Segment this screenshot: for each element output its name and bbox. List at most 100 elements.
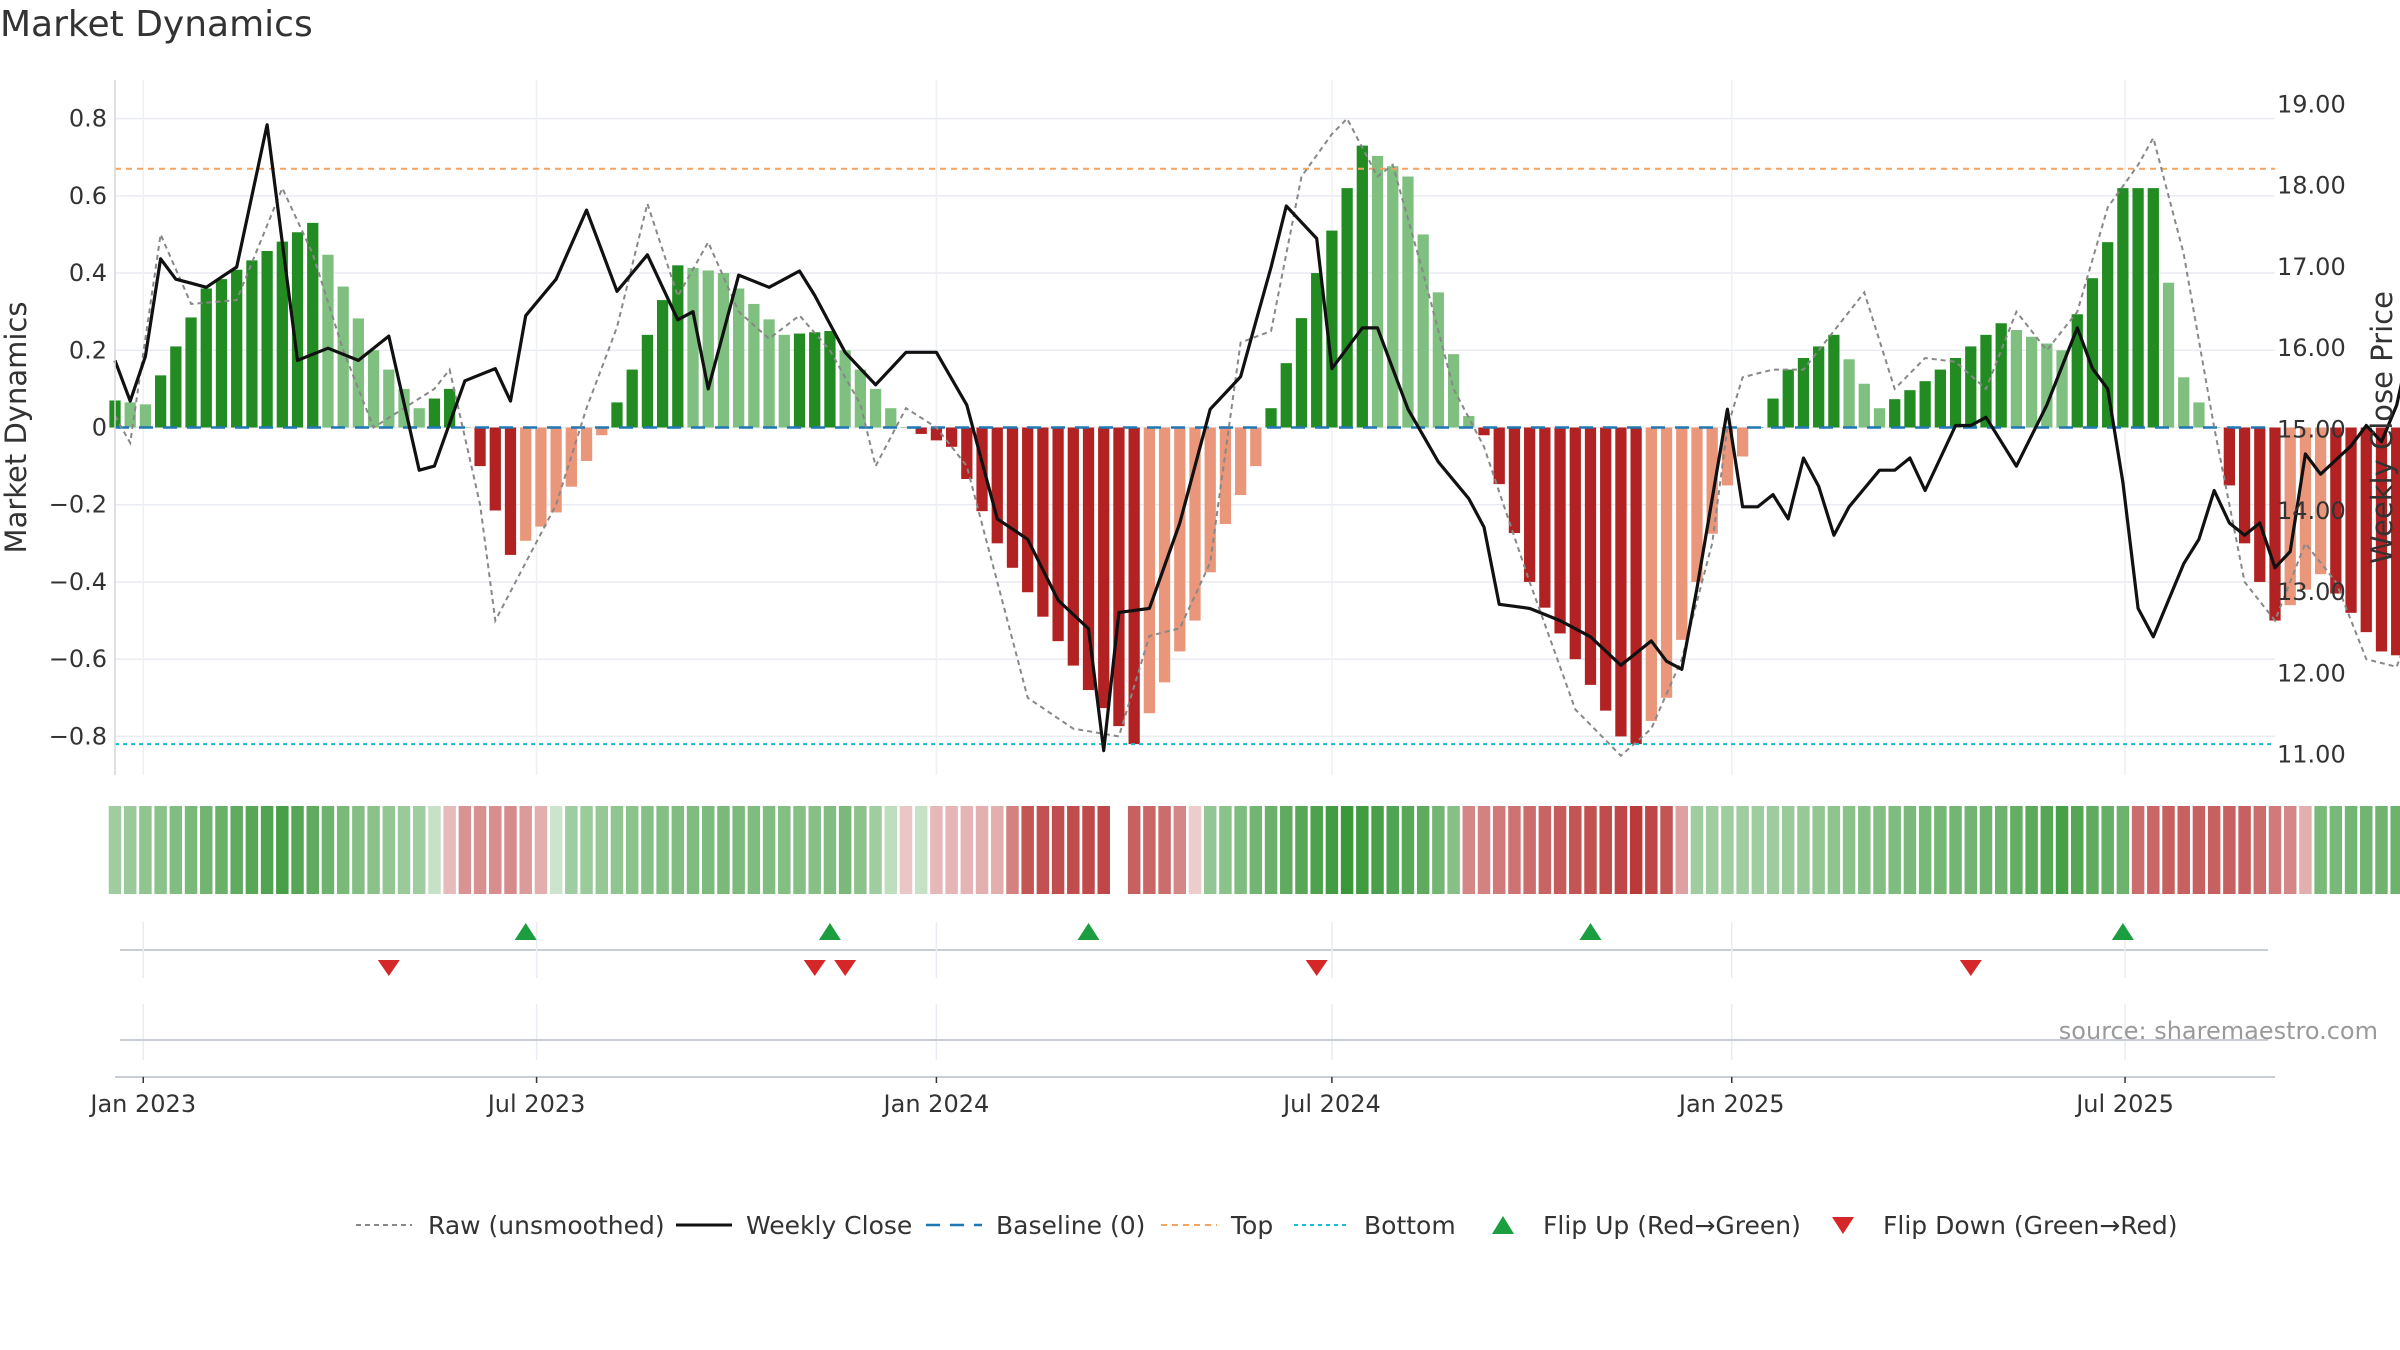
strip-cell (1569, 806, 1582, 894)
y2-tick-label: 17.00 (2277, 253, 2346, 281)
dynamics-bar (383, 369, 395, 428)
flip-marker-panel (120, 922, 2268, 978)
dynamics-bar (641, 334, 654, 428)
weekly-close-line (113, 123, 2400, 753)
legend-label: Flip Down (Green→Red) (1883, 1211, 2178, 1240)
strip-cell (565, 806, 578, 894)
dynamics-bar (1995, 323, 2007, 428)
strip-cell (960, 806, 974, 894)
strip-cell (336, 806, 350, 894)
dynamics-bar (231, 269, 243, 428)
dynamics-bar (352, 318, 365, 428)
dynamics-bar (1630, 427, 1642, 745)
legend-label: Bottom (1364, 1211, 1456, 1240)
dynamics-bar (474, 427, 486, 467)
dynamics-bar (1524, 427, 1536, 582)
dynamics-bar (1949, 358, 1962, 428)
strip-cell (1918, 806, 1932, 894)
empty-bottom-panel (115, 1004, 2275, 1078)
dynamics-bar (1919, 381, 1931, 428)
strip-cell (2390, 806, 2400, 894)
strip-cell (1264, 806, 1278, 894)
dynamics-bar (1341, 188, 1353, 428)
strip-cell (321, 806, 335, 894)
strip-cell (1964, 806, 1978, 894)
strip-cell (397, 806, 411, 894)
dynamics-bar (170, 346, 182, 428)
dynamics-bar (809, 332, 821, 428)
dynamics-bar (2071, 314, 2083, 428)
dynamics-strip (108, 806, 2400, 894)
dynamics-bar (1569, 427, 1581, 660)
flip-down-marker (803, 960, 826, 976)
dynamics-bar (1037, 427, 1049, 617)
y-tick-label: 0.6 (69, 182, 107, 210)
y-tick-label: 0.4 (69, 259, 107, 287)
strip-cell (2329, 806, 2343, 894)
raw-series-line (114, 116, 2400, 758)
strip-cell (1477, 806, 1491, 894)
y2-tick-label: 15.00 (2277, 416, 2346, 444)
dynamics-bar (2391, 427, 2400, 656)
flip-down-marker (377, 960, 400, 976)
dynamics-bar (930, 427, 943, 441)
dynamics-bar (1645, 427, 1657, 721)
strip-cell (2268, 806, 2282, 894)
dynamics-bar (1676, 427, 1688, 640)
strip-cell (1492, 806, 1506, 894)
x-tick-label: Jul 2023 (486, 1090, 586, 1118)
dynamics-bar (915, 427, 927, 434)
dynamics-bar (261, 250, 273, 428)
dynamics-bar (1189, 427, 1201, 621)
x-tick-label: Jan 2025 (1677, 1090, 1785, 1118)
dynamics-bar (1493, 427, 1505, 485)
dynamics-bar (124, 402, 136, 428)
dynamics-bar (1158, 427, 1171, 683)
dynamics-bar (1417, 234, 1429, 428)
strip-cell (443, 806, 456, 894)
dynamics-bar (1797, 358, 1810, 428)
strip-cell (549, 806, 563, 894)
dynamics-bar (702, 270, 714, 428)
dynamics-bar (1265, 408, 1277, 428)
strip-cell (473, 806, 487, 894)
strip-cell (1249, 806, 1263, 894)
strip-cell (625, 806, 639, 894)
strip-cell (884, 806, 898, 894)
strip-cell (1858, 806, 1871, 894)
strip-cell (656, 806, 669, 894)
strip-cell (702, 806, 715, 894)
strip-cell (428, 806, 441, 894)
strip-cell (1158, 806, 1171, 894)
flip-up-marker (818, 923, 841, 940)
strip-cell (595, 806, 608, 894)
strip-cell (1629, 806, 1643, 894)
strip-cell (762, 806, 776, 894)
strip-cell (1295, 806, 1308, 894)
strip-cell (732, 806, 745, 894)
strip-cell (276, 806, 289, 894)
dynamics-bar (1235, 427, 1247, 496)
strip-cell (2207, 806, 2221, 894)
dynamics-bar (1843, 359, 1855, 428)
dynamics-bar (1128, 427, 1140, 745)
dynamics-bar (839, 350, 851, 428)
strip-cell (854, 806, 867, 894)
strip-cell (534, 806, 548, 894)
dynamics-bar (793, 333, 806, 428)
strip-cell (1371, 806, 1384, 894)
x-tick-label: Jan 2024 (882, 1090, 990, 1118)
strip-cell (1036, 806, 1050, 894)
dynamics-bar (717, 273, 730, 428)
strip-cell (504, 806, 517, 894)
strip-cell (123, 806, 137, 894)
strip-cell (1994, 806, 2008, 894)
strip-cell (1203, 806, 1217, 894)
strip-cell (808, 806, 821, 894)
dynamics-bar (580, 427, 593, 461)
dynamics-bar (687, 267, 699, 428)
dynamics-bar (2025, 336, 2038, 428)
dynamics-bar (1706, 427, 1718, 534)
strip-cell (1614, 806, 1628, 894)
